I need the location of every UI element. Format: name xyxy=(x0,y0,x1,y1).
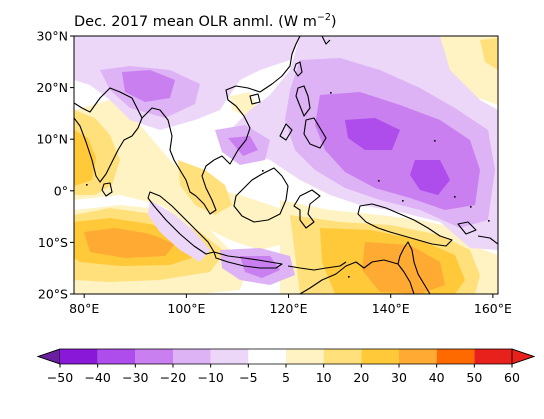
colorbar-segment xyxy=(60,349,98,364)
colorbar-tick-label: −40 xyxy=(84,370,110,385)
coast-korea-japan-fragment xyxy=(321,36,331,45)
colorbar: −50 −40 −30 −20 −10 −5 5 10 20 30 40 50 60 xyxy=(36,348,536,385)
small-islands xyxy=(86,92,490,278)
coast-new-guinea xyxy=(357,203,453,247)
colorbar-segment xyxy=(97,349,136,364)
island-dot xyxy=(454,196,456,198)
pos-east-pacific-ne xyxy=(438,36,498,105)
island-dot xyxy=(378,180,380,182)
colorbar-segment xyxy=(173,349,211,364)
lat-tick-label: 30°N xyxy=(36,29,68,44)
positive-anomaly-shading xyxy=(74,36,498,294)
island-dot xyxy=(434,140,436,142)
colorbar-segment xyxy=(323,349,362,364)
colorbar-tick-label: 5 xyxy=(282,370,290,385)
coast-sumatra xyxy=(147,191,215,255)
colorbar-segment xyxy=(135,349,173,364)
coast-sulawesi xyxy=(293,189,321,229)
lon-tick-label: 120°E xyxy=(270,301,308,316)
island-dot xyxy=(402,200,404,202)
map-title-text: Dec. 2017 mean OLR anml. (W m xyxy=(74,14,317,30)
colorbar-tick-label: 10 xyxy=(316,370,332,385)
longitude-axis: 80°E 100°E 120°E 140°E 160°E xyxy=(69,294,512,316)
coast-taiwan xyxy=(293,61,303,77)
colorbar-tick-label: −5 xyxy=(239,370,257,385)
colorbar-segment xyxy=(399,349,437,364)
colorbar-segment xyxy=(474,349,512,364)
lat-tick-label: 10°N xyxy=(36,132,68,147)
map-frame xyxy=(73,35,499,295)
coast-malay-peninsula xyxy=(195,159,217,215)
island-dot xyxy=(470,206,472,208)
colorbar-tick-label: 50 xyxy=(466,370,482,385)
pos-australia-4 xyxy=(362,242,445,294)
pos-arabian-sea-3 xyxy=(74,130,96,186)
island-dot xyxy=(262,170,264,172)
colorbar-tick-label: −10 xyxy=(197,370,223,385)
coast-philippines-luzon xyxy=(295,85,311,117)
coast-philippines-south xyxy=(303,117,327,149)
colorbar-tick-label: 60 xyxy=(504,370,520,385)
island-dot xyxy=(330,92,332,94)
map-title: Dec. 2017 mean OLR anml. (W m−2) xyxy=(74,12,337,30)
coast-bay-of-bengal-myanmar xyxy=(141,107,197,197)
lat-tick-label: 0° xyxy=(54,183,68,198)
lat-tick-label: 20°N xyxy=(36,80,68,95)
colorbar-tick-label: 20 xyxy=(353,370,369,385)
lon-tick-label: 140°E xyxy=(372,301,410,316)
lat-tick-label: 10°S xyxy=(38,235,68,250)
colorbar-segment xyxy=(361,349,399,364)
island-dot xyxy=(348,276,350,278)
coast-hainan xyxy=(249,93,261,105)
pos-borneo-2 xyxy=(178,160,232,215)
colorbar-tick-label: −20 xyxy=(160,370,186,385)
neg-western-pacific-4b xyxy=(410,160,450,195)
latitude-axis: 30°N 20°N 10°N 0° 10°S 20°S xyxy=(36,29,74,302)
colorbar-tick-label: 40 xyxy=(429,370,445,385)
pos-east-pacific-ne-2 xyxy=(480,38,498,70)
lon-tick-label: 80°E xyxy=(69,301,99,316)
map-title-superscript: −2 xyxy=(317,12,331,23)
colorbar-extend-low xyxy=(36,348,61,365)
colorbar-tick-label: −50 xyxy=(47,370,73,385)
coastlines xyxy=(74,36,498,294)
colorbar-tick-label: −30 xyxy=(122,370,148,385)
pos-south-io-4 xyxy=(84,228,175,258)
coast-java xyxy=(213,251,283,269)
coast-indochina xyxy=(213,85,251,165)
coast-australia-north xyxy=(299,259,415,294)
coast-cape-york xyxy=(397,241,431,294)
neg-south-china-sea-3 xyxy=(228,136,258,156)
colorbar-segment xyxy=(436,349,475,364)
island-dot xyxy=(488,220,490,222)
coast-lesser-sunda xyxy=(287,261,347,271)
colorbar-tick-label: 30 xyxy=(391,370,407,385)
colorbar-segment xyxy=(210,349,249,364)
coast-palawan xyxy=(279,123,293,141)
coast-solomons xyxy=(477,235,498,245)
lon-tick-label: 160°E xyxy=(474,301,512,316)
island-dot xyxy=(86,184,88,186)
colorbar-segment xyxy=(248,349,286,364)
neg-north-west-3 xyxy=(122,70,175,102)
map-title-closing: ) xyxy=(331,14,337,30)
coast-india xyxy=(74,87,143,183)
lat-tick-label: 20°S xyxy=(38,287,68,302)
coast-sri-lanka xyxy=(101,182,113,197)
map-area xyxy=(74,36,498,294)
coast-south-china xyxy=(235,36,301,93)
colorbar-extend-high xyxy=(511,348,536,365)
neg-western-pacific-4 xyxy=(345,118,400,150)
coast-bismarck xyxy=(457,221,477,235)
coast-borneo xyxy=(233,167,289,223)
lon-tick-label: 100°E xyxy=(167,301,205,316)
colorbar-segment xyxy=(286,349,324,364)
